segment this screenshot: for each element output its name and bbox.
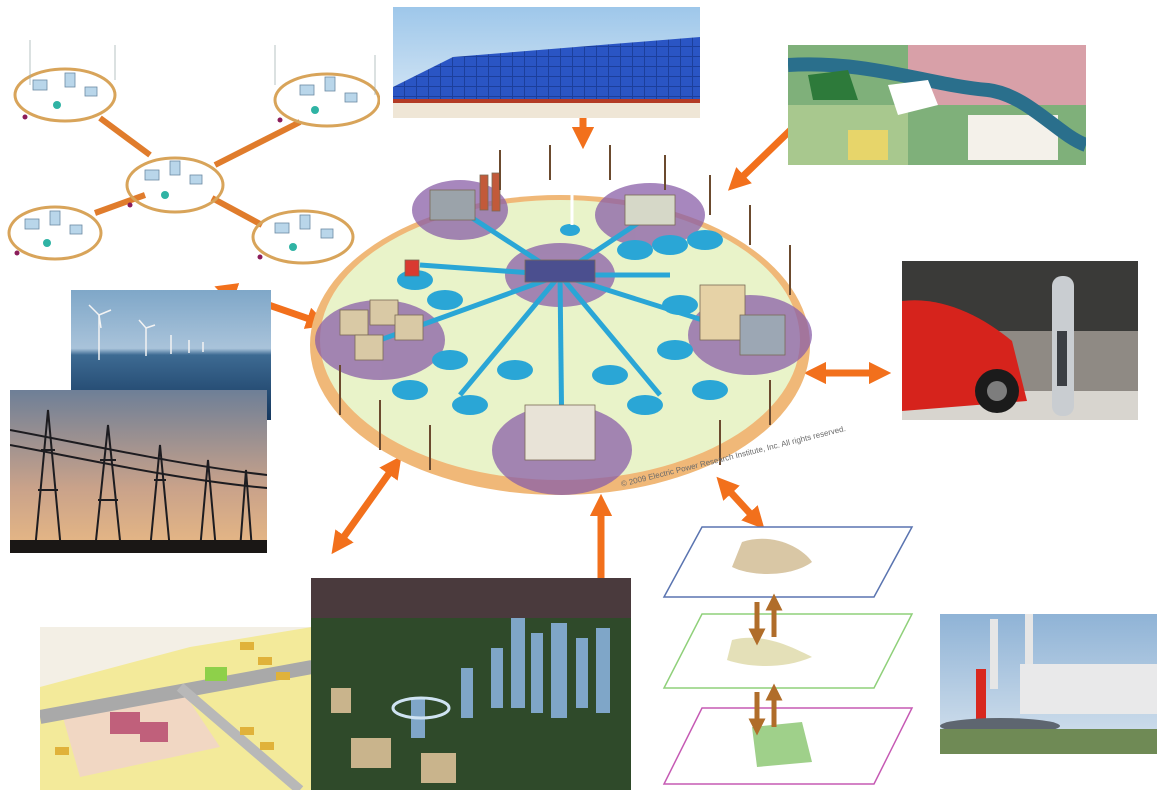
microgrid-link	[98, 115, 152, 158]
land-use-map	[788, 45, 1086, 165]
microgrid-link	[213, 119, 302, 168]
solar-roof-photo	[393, 7, 700, 118]
power-plant-photo	[940, 614, 1157, 754]
microgrid-link	[210, 195, 264, 228]
arrow-center-gis	[716, 476, 765, 530]
arrow-center-zoning	[331, 455, 402, 555]
gis-layer-stack	[662, 526, 914, 785]
ev-charging-photo	[902, 261, 1138, 420]
transmission-towers-photo	[10, 390, 267, 553]
city-model-photo	[311, 578, 631, 790]
smart-grid-illustration	[310, 139, 812, 495]
microgrid-network-diagram	[7, 40, 380, 265]
microgrid-link	[93, 192, 147, 216]
zoning-plan-map	[40, 627, 312, 790]
